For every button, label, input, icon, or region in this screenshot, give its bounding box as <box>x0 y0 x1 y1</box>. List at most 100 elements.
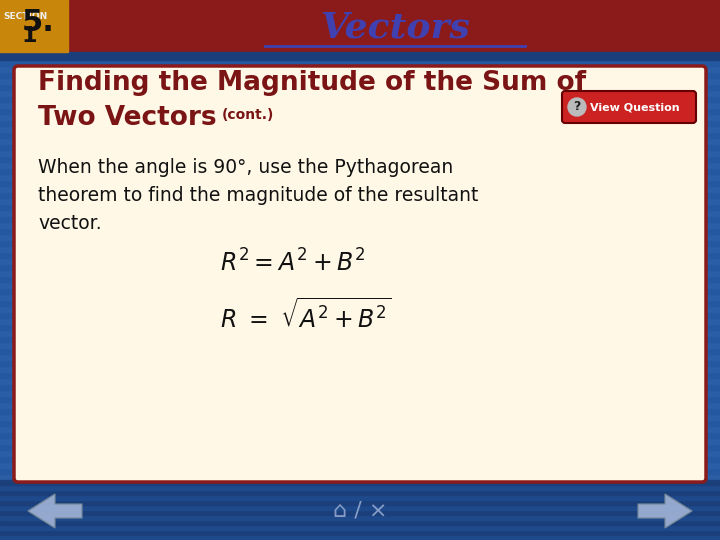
Bar <box>0 18 720 24</box>
Bar <box>0 282 720 288</box>
Bar <box>0 432 720 438</box>
Bar <box>0 258 720 264</box>
Circle shape <box>568 98 586 116</box>
Bar <box>0 468 720 474</box>
Bar <box>0 485 720 490</box>
Bar <box>0 252 720 258</box>
Bar <box>0 294 720 300</box>
Bar <box>0 0 720 52</box>
Bar <box>0 150 720 156</box>
Bar <box>0 126 720 132</box>
Text: ?: ? <box>573 100 581 113</box>
Bar <box>0 366 720 372</box>
FancyBboxPatch shape <box>14 66 706 482</box>
Bar <box>0 156 720 162</box>
Bar <box>0 408 720 414</box>
Bar <box>0 525 720 530</box>
Bar <box>0 12 720 18</box>
Bar <box>0 384 720 390</box>
Text: 5.: 5. <box>22 8 55 37</box>
Bar <box>0 192 720 198</box>
Bar <box>0 480 720 485</box>
Bar <box>0 420 720 426</box>
Bar <box>0 498 720 504</box>
Bar <box>0 444 720 450</box>
Bar <box>0 372 720 378</box>
Bar <box>0 78 720 84</box>
Bar <box>0 480 720 486</box>
Text: (cont.): (cont.) <box>222 108 274 122</box>
Bar <box>0 54 720 60</box>
Text: Two Vectors: Two Vectors <box>38 105 217 131</box>
Bar <box>0 336 720 342</box>
Bar <box>0 490 720 495</box>
Bar <box>0 162 720 168</box>
Text: vector.: vector. <box>38 214 102 233</box>
Bar <box>0 354 720 360</box>
Bar <box>0 500 720 505</box>
Polygon shape <box>28 494 82 528</box>
Bar <box>0 390 720 396</box>
Bar <box>0 36 720 42</box>
Bar <box>0 474 720 480</box>
Bar <box>0 6 720 12</box>
Polygon shape <box>638 494 692 528</box>
Bar <box>0 530 720 535</box>
Bar <box>0 462 720 468</box>
Bar <box>0 306 720 312</box>
Text: theorem to find the magnitude of the resultant: theorem to find the magnitude of the res… <box>38 186 478 205</box>
Bar <box>0 60 720 66</box>
Bar <box>0 510 720 516</box>
Bar <box>0 492 720 498</box>
Bar <box>0 318 720 324</box>
Bar <box>0 270 720 276</box>
Bar <box>0 240 720 246</box>
Bar <box>0 324 720 330</box>
Bar <box>0 288 720 294</box>
Bar <box>0 90 720 96</box>
Bar <box>0 84 720 90</box>
Bar <box>0 510 720 515</box>
Bar <box>0 300 720 306</box>
Bar <box>0 180 720 186</box>
Bar <box>0 108 720 114</box>
Bar <box>0 186 720 192</box>
Bar <box>0 450 720 456</box>
Bar <box>0 198 720 204</box>
Bar <box>0 426 720 432</box>
Bar <box>0 396 720 402</box>
Bar <box>0 234 720 240</box>
Text: ⌂ / ×: ⌂ / × <box>333 501 387 521</box>
Bar <box>0 276 720 282</box>
Bar <box>0 132 720 138</box>
Text: When the angle is 90°, use the Pythagorean: When the angle is 90°, use the Pythagore… <box>38 158 454 177</box>
Text: SECTION: SECTION <box>3 12 48 21</box>
Bar <box>0 520 720 525</box>
Text: $R \ = \ \sqrt{A^2 + B^2}$: $R \ = \ \sqrt{A^2 + B^2}$ <box>220 298 392 334</box>
Bar <box>0 504 720 510</box>
Bar <box>0 378 720 384</box>
Bar <box>0 216 720 222</box>
Bar <box>0 0 720 6</box>
Bar <box>0 438 720 444</box>
Bar <box>0 0 68 52</box>
Text: $R^2 = A^2 + B^2$: $R^2 = A^2 + B^2$ <box>220 249 365 276</box>
Bar <box>0 414 720 420</box>
Bar <box>0 522 720 528</box>
Bar <box>0 228 720 234</box>
Bar <box>0 222 720 228</box>
Bar <box>0 264 720 270</box>
Bar <box>0 535 720 540</box>
Bar <box>0 515 720 520</box>
Bar <box>0 246 720 252</box>
Bar <box>0 52 720 60</box>
Bar <box>0 114 720 120</box>
Bar <box>0 495 720 500</box>
Bar <box>0 456 720 462</box>
Bar <box>0 174 720 180</box>
Bar <box>0 72 720 78</box>
Bar <box>0 312 720 318</box>
Bar <box>0 534 720 540</box>
Bar <box>0 402 720 408</box>
Text: Vectors: Vectors <box>320 10 470 44</box>
